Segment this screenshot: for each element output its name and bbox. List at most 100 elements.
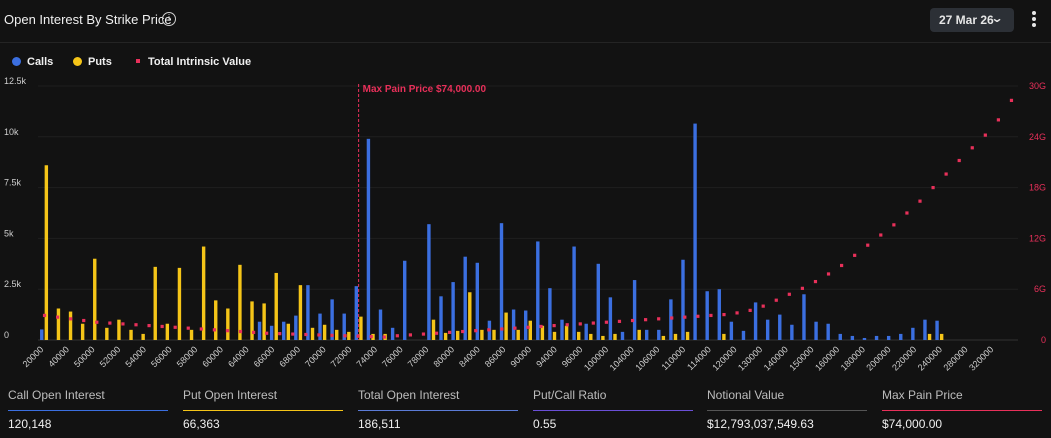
puts-bar — [540, 325, 545, 340]
intrinsic-value-point — [709, 313, 713, 318]
intrinsic-value-point — [905, 211, 909, 215]
intrinsic-value-point — [774, 298, 778, 302]
intrinsic-value-point — [121, 322, 125, 326]
calls-bar — [693, 123, 697, 340]
puts-bar — [528, 320, 532, 340]
puts-bar — [262, 303, 266, 340]
calls-bar — [681, 259, 685, 340]
calls-bar — [572, 246, 576, 340]
y-left-tick-label: 7.5k — [4, 178, 22, 188]
intrinsic-value-point — [892, 223, 896, 227]
calls-bar — [753, 302, 758, 340]
puts-bar — [44, 165, 49, 340]
puts-bar — [456, 330, 460, 340]
puts-bar — [601, 335, 605, 340]
calls-bar — [644, 329, 649, 340]
x-tick-label: 56000 — [149, 344, 174, 369]
calls-dot-icon — [12, 57, 21, 66]
legend-puts-label: Puts — [88, 56, 112, 68]
puts-bar — [322, 324, 327, 340]
intrinsic-value-point — [448, 330, 452, 334]
puts-bar — [347, 331, 351, 340]
intrinsic-value-point — [539, 324, 543, 329]
legend-intrinsic-label: Total Intrinsic Value — [148, 56, 252, 68]
legend-item-calls[interactable]: Calls — [12, 56, 53, 68]
intrinsic-value-point — [330, 333, 334, 337]
intrinsic-value-point — [1009, 98, 1014, 102]
puts-bar — [576, 331, 581, 340]
puts-bar — [189, 329, 194, 340]
expiry-date-dropdown[interactable]: 27 Mar 26 ⌄ — [930, 8, 1014, 32]
calls-bar — [330, 299, 334, 340]
intrinsic-value-point — [866, 243, 870, 247]
stat-underline — [183, 410, 343, 411]
calls-bar — [596, 263, 600, 340]
stat-item: Put/Call Ratio 0.55 — [533, 388, 693, 431]
stat-underline — [533, 410, 693, 411]
puts-bar — [685, 331, 690, 340]
intrinsic-value-point — [186, 326, 190, 330]
y-left-tick-label: 2.5k — [4, 279, 22, 289]
x-tick-label: 130000 — [736, 344, 764, 372]
chart-header: Open Interest By Strike Price i 27 Mar 2… — [0, 0, 1051, 43]
intrinsic-value-point — [225, 329, 230, 333]
calls-bar — [536, 241, 540, 340]
y-left-tick-label: 10k — [4, 127, 19, 137]
x-tick-label: 106000 — [633, 344, 661, 372]
puts-bar — [492, 329, 496, 340]
info-icon[interactable]: i — [162, 12, 176, 26]
puts-bar — [286, 323, 291, 340]
calls-bar — [40, 329, 44, 340]
calls-bar — [584, 323, 588, 340]
x-tick-label: 100000 — [582, 344, 610, 372]
intrinsic-value-point — [212, 328, 216, 332]
puts-bar — [153, 266, 157, 340]
more-options-icon[interactable] — [1030, 10, 1038, 30]
calls-bar — [669, 299, 673, 340]
intrinsic-value-point — [800, 286, 804, 290]
puts-bar — [371, 333, 375, 340]
calls-bar — [294, 315, 298, 340]
chart-title: Open Interest By Strike Price — [4, 12, 172, 27]
intrinsic-value-point — [630, 318, 635, 323]
intrinsic-value-point — [108, 321, 112, 325]
x-tick-label: 78000 — [406, 344, 431, 369]
legend-item-puts[interactable]: Puts — [73, 56, 112, 68]
stat-underline — [8, 410, 168, 411]
calls-bar — [790, 324, 794, 340]
stat-item: Max Pain Price $74,000.00 — [882, 388, 1042, 431]
intrinsic-value-point — [879, 233, 883, 237]
puts-bar — [939, 333, 944, 340]
puts-bar — [613, 333, 617, 340]
intrinsic-value-point — [382, 335, 386, 339]
puts-bar — [165, 323, 170, 340]
y-right-tick-label: 30G — [1029, 81, 1046, 91]
stat-label: Put Open Interest — [183, 388, 278, 402]
x-tick-label: 94000 — [534, 344, 559, 369]
stat-value: $12,793,037,549.63 — [707, 417, 814, 431]
calls-bar — [366, 138, 371, 340]
x-tick-label: 58000 — [175, 344, 200, 369]
puts-bar — [93, 258, 97, 340]
puts-bar — [504, 312, 508, 340]
intrinsic-value-point — [474, 329, 478, 333]
x-tick-label: 60000 — [200, 344, 225, 369]
calls-bar — [741, 330, 746, 340]
intrinsic-value-point — [918, 199, 922, 203]
puts-bar — [722, 333, 726, 340]
puts-bar — [141, 333, 145, 340]
x-tick-label: 74000 — [354, 344, 379, 369]
calls-bar — [548, 288, 552, 340]
puts-bar — [443, 332, 448, 340]
calls-bar — [886, 335, 891, 340]
intrinsic-value-point — [434, 331, 439, 335]
legend-item-intrinsic[interactable]: Total Intrinsic Value — [136, 56, 251, 68]
calls-bar — [814, 321, 818, 340]
y-left-tick-label: 12.5k — [4, 76, 27, 86]
x-tick-label: 180000 — [839, 344, 867, 372]
legend-calls-label: Calls — [27, 56, 54, 68]
intrinsic-value-point — [408, 333, 412, 337]
puts-bar — [298, 285, 303, 340]
calls-bar — [354, 286, 359, 340]
calls-bar — [765, 319, 770, 340]
